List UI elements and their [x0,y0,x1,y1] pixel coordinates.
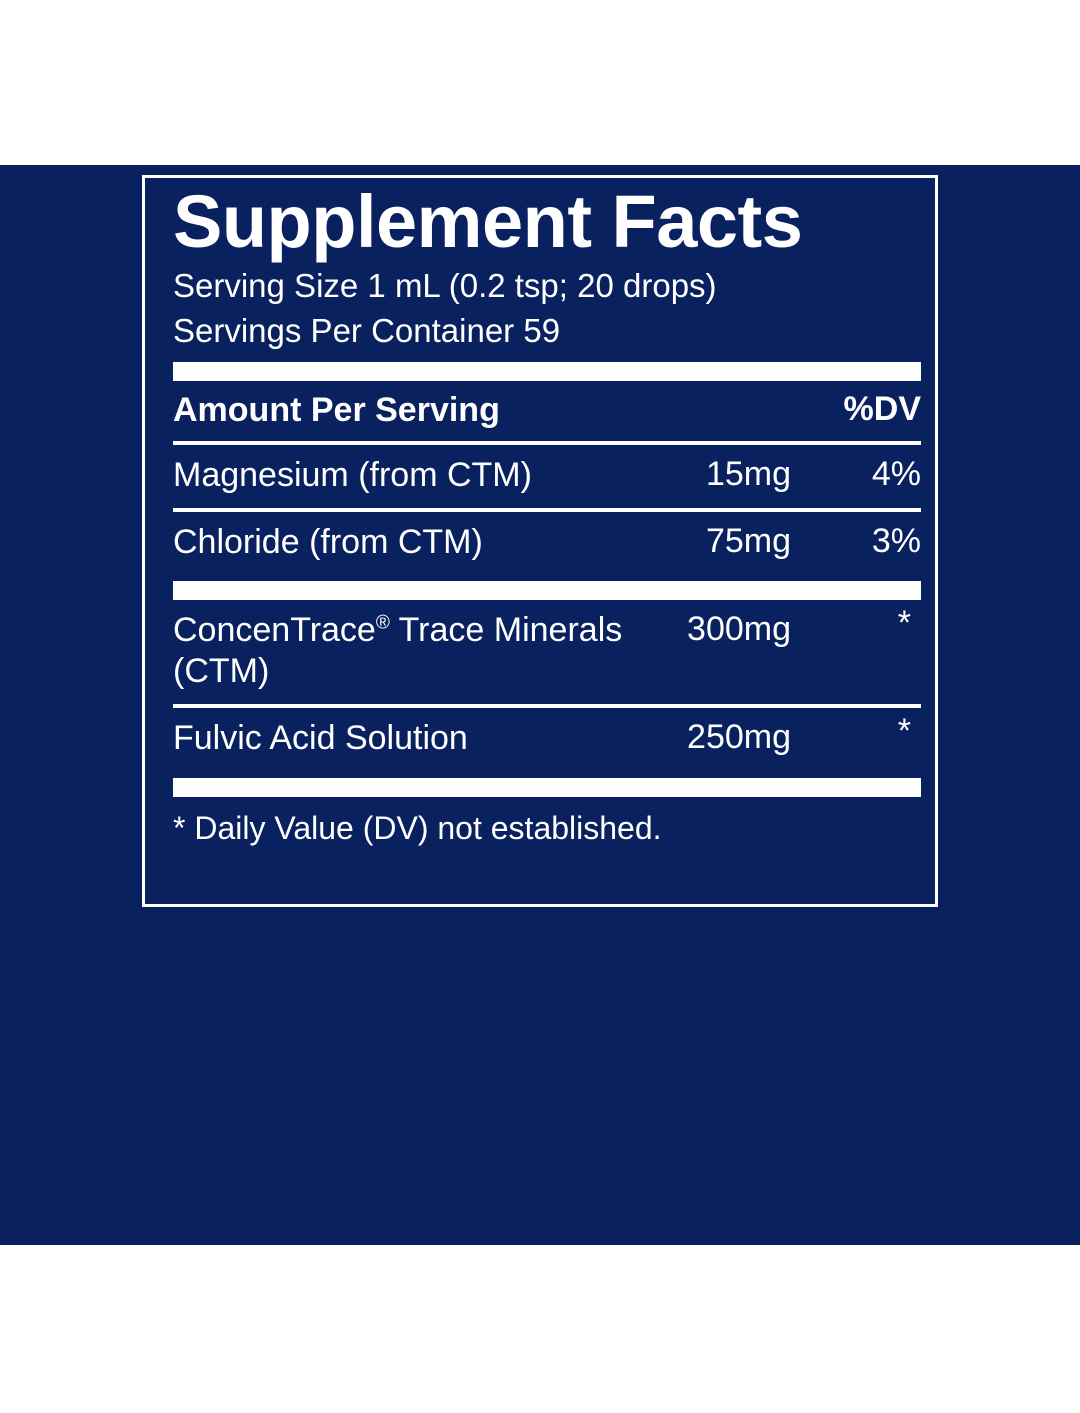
divider-thick-bottom [173,778,921,798]
nutrient-name: Chloride (from CTM) [173,522,483,561]
nutrient-name-text: ConcenTrace [173,610,376,649]
divider-thick-top [173,361,921,381]
nutrient-dv: 3% [871,521,921,560]
nutrient-dv: 4% [871,455,921,494]
footnote-text: * Daily Value (DV) not established. [173,810,662,847]
nutrient-amount: 75mg [705,521,791,560]
table-row: Magnesium (from CTM) 15mg 4% [173,445,921,507]
dv-header: %DV [843,389,921,428]
nutrient-dv: * [897,603,911,642]
page-title: Supplement Facts [173,180,803,263]
divider-thick-middle [173,580,921,600]
serving-size-text: Serving Size 1 mL (0.2 tsp; 20 drops) [173,266,717,304]
nutrient-name-suffix: Trace Minerals (CTM) [173,610,623,691]
supplement-facts-box: Supplement Facts Serving Size 1 mL (0.2 … [142,175,938,907]
nutrient-name: Fulvic Acid Solution [173,718,468,757]
nutrient-dv: * [897,711,911,750]
amount-per-serving-header: Amount Per Serving [173,390,500,429]
nutrient-name: Magnesium (from CTM) [173,456,532,495]
table-row: Fulvic Acid Solution 250mg * [173,708,921,770]
table-row: ConcenTrace® Trace Minerals (CTM) 300mg … [173,600,921,704]
nutrient-amount: 300mg [687,609,791,648]
table-row: Chloride (from CTM) 75mg 3% [173,512,921,574]
servings-per-container-text: Servings Per Container 59 [173,312,561,350]
table-header-row: Amount Per Serving %DV [173,381,921,441]
supplement-facts-content: Supplement Facts Serving Size 1 mL (0.2 … [173,180,921,854]
nutrient-amount: 250mg [687,717,791,756]
divider-under-header [173,441,921,446]
divider-row-3 [173,703,921,708]
divider-row-1 [173,507,921,512]
nutrient-name: ConcenTrace® Trace Minerals (CTM) [173,610,678,693]
registered-trademark-icon: ® [375,612,390,634]
nutrient-amount: 15mg [705,455,791,494]
